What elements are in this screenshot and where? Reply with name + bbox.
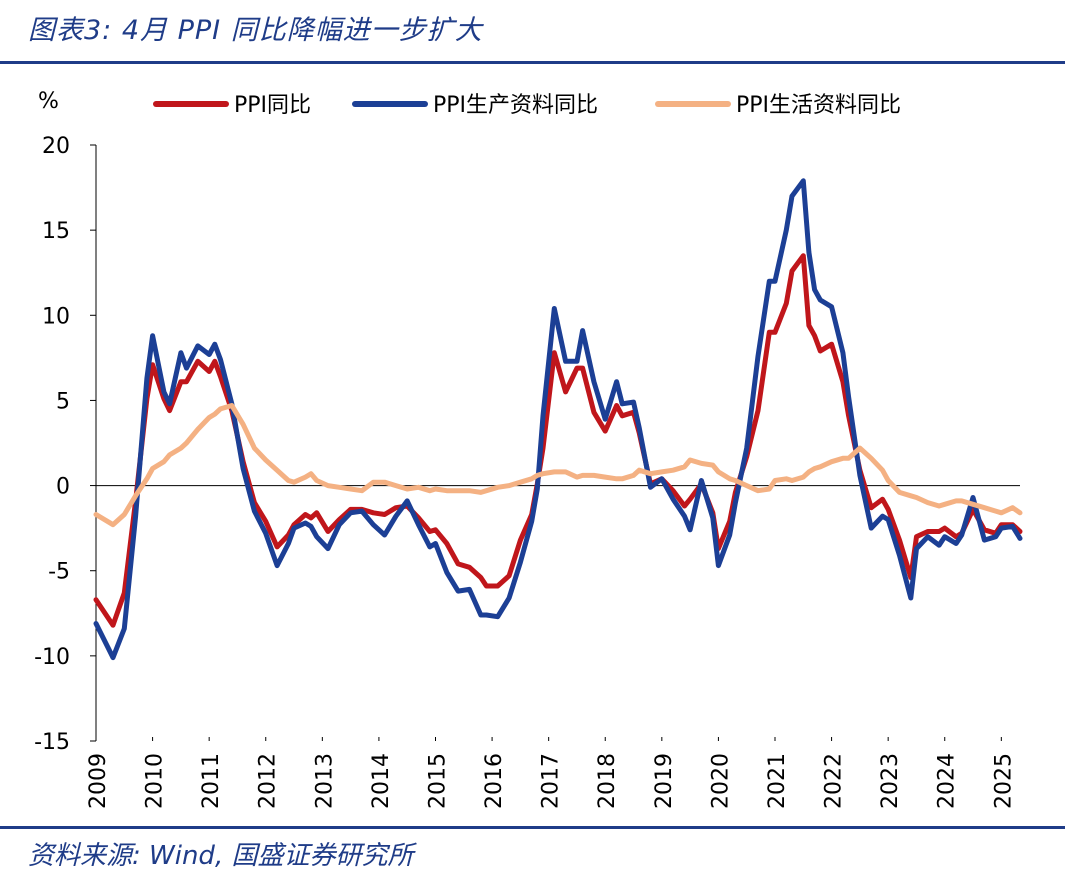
series-line-1 [93,253,1023,628]
y-tick-label: -10 [34,645,70,670]
legend-label: PPI同比 [234,93,311,118]
chart-title: 图表3: 4月 PPI 同比降幅进一步扩大 [28,15,483,46]
y-tick-label: 20 [42,134,70,159]
legend-label: PPI生活资料同比 [736,93,901,118]
x-tick-label: 2021 [765,753,790,809]
x-tick-label: 2024 [935,753,960,809]
x-tick-label: 2017 [539,753,564,809]
y-tick-label: -15 [34,730,70,755]
y-tick-label: 5 [56,389,70,414]
source-note: 资料来源: Wind, 国盛证券研究所 [28,841,414,871]
bottom-rule [0,826,1065,829]
x-tick-label: 2020 [708,753,733,809]
y-tick-label: 15 [42,219,70,244]
y-tick-label: -5 [48,560,70,585]
y-axis-label: % [38,89,59,114]
x-tick-label: 2018 [595,753,620,809]
top-rule [0,61,1065,64]
x-tick-label: 2015 [425,753,450,809]
x-tick-label: 2023 [878,753,903,809]
y-tick-label: 10 [42,304,70,329]
x-tick-label: 2014 [369,753,394,809]
y-tick-label: 0 [56,475,70,500]
x-tick-label: 2012 [256,753,281,809]
x-tick-label: 2009 [86,753,111,809]
x-tick-label: 2010 [143,753,168,809]
x-tick-label: 2022 [822,753,847,809]
x-tick-label: 2011 [199,753,224,809]
x-tick-label: 2016 [482,753,507,809]
x-tick-label: 2013 [312,753,337,809]
legend-label: PPI生产资料同比 [433,93,598,118]
x-tick-label: 2025 [991,753,1016,809]
x-tick-label: 2019 [652,753,677,809]
series-line-3 [93,403,1023,528]
series-line-2 [93,178,1023,661]
